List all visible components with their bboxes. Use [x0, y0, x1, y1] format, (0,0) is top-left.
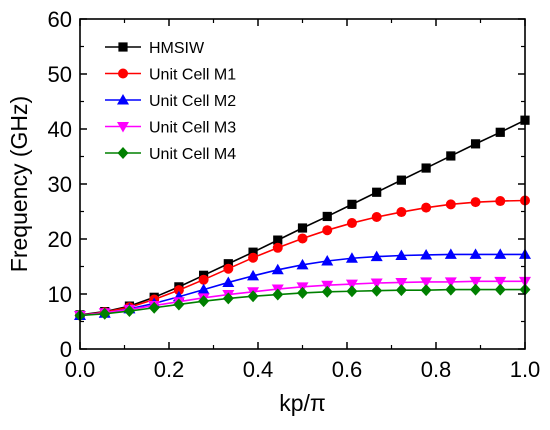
data-point — [99, 307, 111, 320]
data-point — [395, 249, 408, 260]
data-point — [271, 263, 284, 275]
y-tick-label: 60 — [48, 7, 72, 32]
data-point — [396, 207, 407, 218]
legend-marker — [117, 122, 129, 133]
data-point — [370, 278, 383, 289]
y-tick-label: 0 — [60, 337, 72, 362]
y-tick-label: 50 — [48, 62, 72, 87]
data-point — [297, 223, 308, 233]
legend-item: Unit Cell M2 — [105, 93, 236, 110]
data-point — [371, 284, 383, 297]
legend-item: HMSIW — [105, 40, 205, 57]
data-point — [470, 139, 481, 149]
data-point — [247, 290, 259, 303]
data-point — [321, 255, 334, 266]
data-point — [272, 288, 284, 301]
data-point — [469, 248, 482, 259]
plot-marks — [74, 115, 531, 322]
legend-label: Unit Cell M4 — [149, 146, 236, 163]
legend-marker — [118, 68, 128, 79]
data-point — [346, 285, 358, 298]
data-point — [494, 276, 507, 288]
data-point — [222, 292, 234, 305]
data-point — [296, 258, 309, 270]
x-axis-title: kp/π — [279, 390, 326, 416]
data-point — [223, 263, 234, 274]
data-point — [273, 235, 283, 245]
data-point — [494, 283, 506, 296]
data-point — [197, 283, 210, 295]
data-point — [470, 283, 482, 296]
x-tick-label: 0.2 — [154, 357, 185, 382]
data-point — [371, 212, 382, 222]
data-point — [322, 225, 333, 236]
data-point — [396, 175, 406, 185]
data-point — [345, 252, 358, 263]
data-point — [173, 298, 185, 311]
series-4 — [74, 276, 531, 322]
y-axis-title: Frequency (GHz) — [6, 96, 32, 272]
legend-label: Unit Cell M1 — [149, 67, 236, 84]
data-point — [420, 248, 433, 260]
data-point — [173, 285, 184, 296]
data-point — [198, 274, 209, 285]
data-point — [222, 276, 235, 287]
data-point — [446, 151, 456, 161]
data-point — [347, 199, 357, 209]
data-point — [297, 286, 308, 299]
data-point — [372, 187, 382, 197]
data-point — [297, 233, 308, 244]
legend-label: Unit Cell M3 — [149, 120, 236, 137]
y-tick-label: 30 — [48, 172, 72, 197]
data-point — [248, 252, 259, 263]
legend-marker — [117, 94, 129, 105]
x-tick-label: 0.8 — [421, 357, 452, 382]
x-tick-label: 0.6 — [332, 357, 363, 382]
data-point — [421, 163, 431, 173]
data-point — [445, 283, 457, 296]
data-point — [470, 197, 481, 208]
data-point — [123, 305, 135, 318]
data-point — [420, 277, 433, 288]
data-point — [148, 301, 160, 314]
data-point — [469, 276, 482, 288]
data-point — [346, 218, 357, 229]
legend-marker — [117, 147, 129, 159]
data-point — [445, 199, 456, 210]
data-point — [247, 269, 260, 281]
legend-item: Unit Cell M4 — [105, 146, 236, 163]
legend: HMSIW Unit Cell M1 Unit Cell M2 Unit Cell M… — [105, 40, 236, 163]
data-point — [345, 279, 358, 291]
data-point — [495, 196, 506, 207]
data-point — [370, 250, 383, 262]
y-tick-label: 20 — [48, 227, 72, 252]
x-tick-label: 0.4 — [243, 357, 274, 382]
y-tick-label: 10 — [48, 282, 72, 307]
data-point — [198, 295, 210, 308]
data-point — [321, 285, 333, 298]
x-tick-label: 0.0 — [65, 357, 96, 382]
data-point — [444, 277, 457, 288]
data-point — [248, 247, 258, 257]
data-point — [421, 202, 432, 213]
legend-label: HMSIW — [149, 40, 205, 57]
data-point — [322, 211, 332, 222]
x-tick-label: 1.0 — [510, 357, 541, 382]
y-tick-label: 40 — [48, 117, 72, 142]
series-5 — [74, 283, 531, 322]
data-point — [494, 248, 507, 259]
data-point — [495, 127, 505, 137]
data-point — [395, 284, 407, 297]
axis-ticks: 0.0 0.2 0.4 0.6 0.8 1.0 0 10 20 30 40 50 60 — [48, 7, 541, 382]
legend-item: Unit Cell M3 — [105, 120, 236, 137]
legend-marker — [118, 42, 128, 52]
data-point — [444, 248, 457, 259]
legend-item: Unit Cell M1 — [105, 67, 236, 84]
legend-label: Unit Cell M2 — [149, 93, 236, 110]
data-point — [395, 277, 408, 289]
data-point — [420, 284, 432, 297]
data-point — [272, 242, 283, 253]
